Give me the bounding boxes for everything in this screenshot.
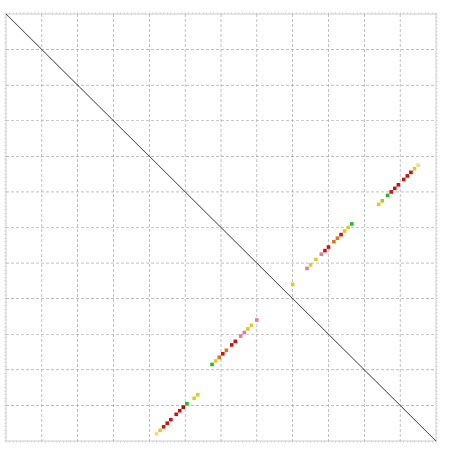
data-point [224,348,229,353]
data-point [339,232,343,237]
data-point [409,170,413,175]
data-point [249,323,254,328]
data-points [154,163,420,436]
diagonal-line [5,13,437,442]
data-point [161,424,166,429]
data-point [158,428,162,433]
data-point [246,327,250,331]
data-point [342,229,347,233]
data-point [376,202,381,207]
data-point [169,417,173,422]
data-point [210,362,214,367]
data-point [154,432,159,436]
data-point [392,186,397,191]
data-point [405,174,410,178]
data-point [229,343,234,347]
data-point [213,359,218,363]
data-point [389,190,394,194]
data-point [181,405,186,409]
data-point [290,282,295,287]
data-point [305,266,309,271]
data-point [238,334,243,338]
data-point [385,193,390,198]
data-point [332,239,336,244]
axis-ticks [4,12,438,443]
data-point [220,352,225,356]
data-point [217,355,222,360]
data-point [185,401,189,406]
data-point [412,166,417,171]
data-point [165,421,170,426]
data-point [319,252,324,256]
plot-frame [5,13,437,442]
data-point [314,257,318,262]
data-point [177,408,182,413]
data-point [233,339,238,344]
data-point [195,392,200,397]
data-point [380,199,385,203]
data-point [346,225,351,230]
data-point [326,245,331,249]
data-point [416,163,420,168]
data-point [401,177,406,182]
data-point [349,222,354,226]
data-point [174,412,179,417]
data-point [308,263,313,267]
data-point [335,236,340,240]
data-point [192,396,196,401]
data-point [323,248,327,253]
data-point [242,330,247,335]
data-point [396,183,401,187]
data-point [255,318,259,322]
